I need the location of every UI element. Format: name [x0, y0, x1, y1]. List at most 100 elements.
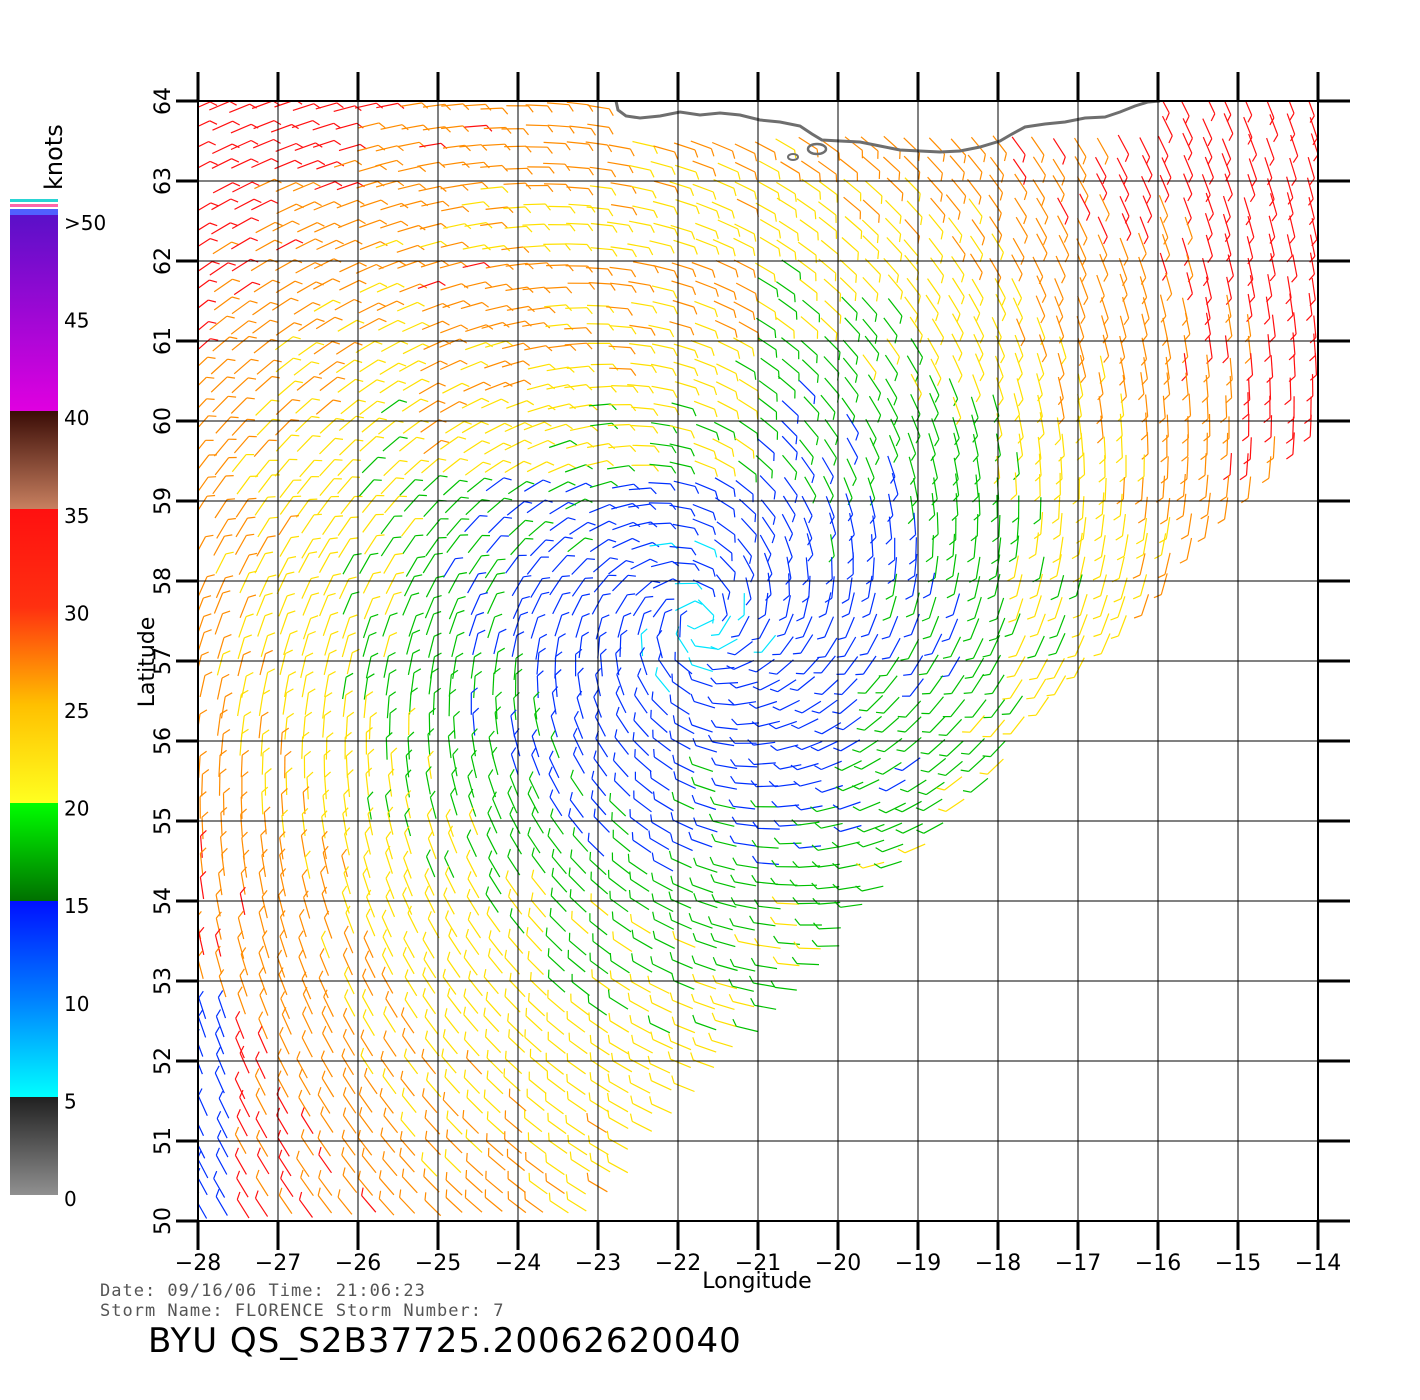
wind-barb — [1142, 195, 1153, 217]
wind-barb-flag — [545, 539, 554, 542]
wind-barb-flag — [669, 992, 674, 1001]
wind-barb — [893, 557, 898, 580]
wind-barb — [488, 1155, 506, 1171]
wind-barb — [696, 824, 718, 833]
wind-barb-flag — [751, 721, 759, 727]
wind-barb-flag — [379, 282, 388, 288]
wind-barb — [484, 459, 504, 473]
wind-barb — [384, 795, 391, 818]
wind-barb — [967, 178, 982, 198]
wind-barb — [257, 615, 266, 637]
wind-barb — [275, 399, 293, 416]
wind-barb — [715, 784, 738, 790]
wind-barb-flag — [920, 752, 929, 755]
wind-barb-flag — [317, 160, 326, 166]
wind-barb — [485, 477, 505, 492]
wind-barb-flag — [504, 949, 507, 958]
wind-barb — [554, 656, 557, 679]
wind-barb-flag — [488, 850, 493, 859]
wind-barb-flag — [957, 375, 963, 383]
wind-barb — [252, 138, 274, 149]
wind-barb — [239, 893, 246, 916]
wind-barb — [1094, 156, 1107, 177]
wind-barb — [628, 164, 651, 171]
wind-barb-flag — [421, 1152, 424, 1161]
lat-tick-label: 59 — [151, 487, 176, 515]
wind-barb — [198, 997, 207, 1019]
wind-barb-flag — [861, 597, 869, 603]
wind-barb-flag — [650, 225, 655, 233]
wind-barb — [255, 399, 272, 416]
wind-barb-flag — [1010, 539, 1018, 545]
wind-barb — [425, 613, 435, 636]
wind-barb-flag — [1072, 614, 1081, 619]
wind-barb-flag — [754, 534, 757, 543]
wind-barb-flag — [319, 948, 325, 956]
wind-barb — [322, 696, 326, 719]
wind-barb — [715, 381, 737, 393]
wind-barb — [802, 299, 820, 315]
wind-barb-flag — [873, 863, 882, 869]
wind-barb — [1269, 114, 1279, 136]
wind-barb-flag — [892, 494, 899, 502]
wind-barb — [1204, 156, 1214, 178]
wind-barb — [295, 262, 316, 274]
wind-barb — [420, 360, 441, 372]
wind-barb-flag — [410, 687, 418, 693]
wind-barb — [279, 854, 285, 877]
wind-barb-flag — [360, 1047, 365, 1056]
wind-barb — [571, 918, 589, 934]
wind-barb — [1099, 594, 1108, 617]
wind-barb — [212, 475, 227, 495]
wind-barb-flag — [230, 222, 239, 227]
wind-barb — [1270, 253, 1276, 275]
wind-barb — [1226, 294, 1232, 317]
wind-barb-flag — [587, 265, 593, 273]
wind-barb — [715, 982, 738, 990]
wind-barb-flag — [1141, 453, 1149, 460]
wind-barb — [650, 717, 668, 733]
wind-barb — [585, 460, 608, 467]
wind-barb — [716, 963, 738, 972]
wind-barb — [298, 553, 310, 573]
wind-barb — [848, 592, 855, 614]
wind-barb — [819, 699, 838, 714]
wind-barb-flag — [896, 749, 905, 752]
wind-barb — [972, 699, 987, 718]
wind-barb — [379, 380, 399, 394]
wind-barb — [800, 316, 818, 332]
wind-barb — [927, 156, 943, 174]
wind-barb — [492, 672, 495, 696]
wind-barb — [508, 936, 524, 954]
wind-barb-flag — [794, 251, 797, 260]
wind-barb-flag — [206, 574, 215, 578]
wind-barb — [1247, 476, 1252, 499]
wind-barb — [503, 182, 526, 185]
wind-barb-flag — [248, 335, 257, 339]
wind-barb-flag — [629, 1113, 633, 1122]
wind-barb — [1034, 595, 1042, 617]
wind-barb-flag — [788, 533, 794, 542]
wind-barb-flag — [1207, 233, 1213, 242]
wind-barb-flag — [852, 806, 861, 812]
wind-barb — [1036, 353, 1045, 375]
wind-barb — [199, 675, 206, 698]
wind-barb — [1052, 175, 1065, 195]
wind-barb — [883, 696, 900, 714]
wind-barb-flag — [258, 1011, 264, 1019]
wind-barb — [588, 282, 611, 285]
wind-barb — [839, 801, 861, 810]
wind-barb — [354, 102, 377, 109]
wind-barb — [1245, 101, 1253, 116]
wind-barb-flag — [690, 548, 697, 556]
wind-barb-flag — [345, 905, 351, 914]
wind-barb-flag — [1003, 153, 1007, 162]
wind-barb-flag — [588, 1012, 591, 1021]
wind-barb-flag — [1024, 235, 1028, 244]
wind-barb-flag — [293, 322, 302, 326]
wind-barb — [824, 419, 839, 438]
wind-barb-flag — [1043, 253, 1048, 261]
wind-barb-flag — [342, 1107, 347, 1116]
wind-barb — [1204, 453, 1207, 476]
wind-barb-flag — [1017, 373, 1023, 381]
